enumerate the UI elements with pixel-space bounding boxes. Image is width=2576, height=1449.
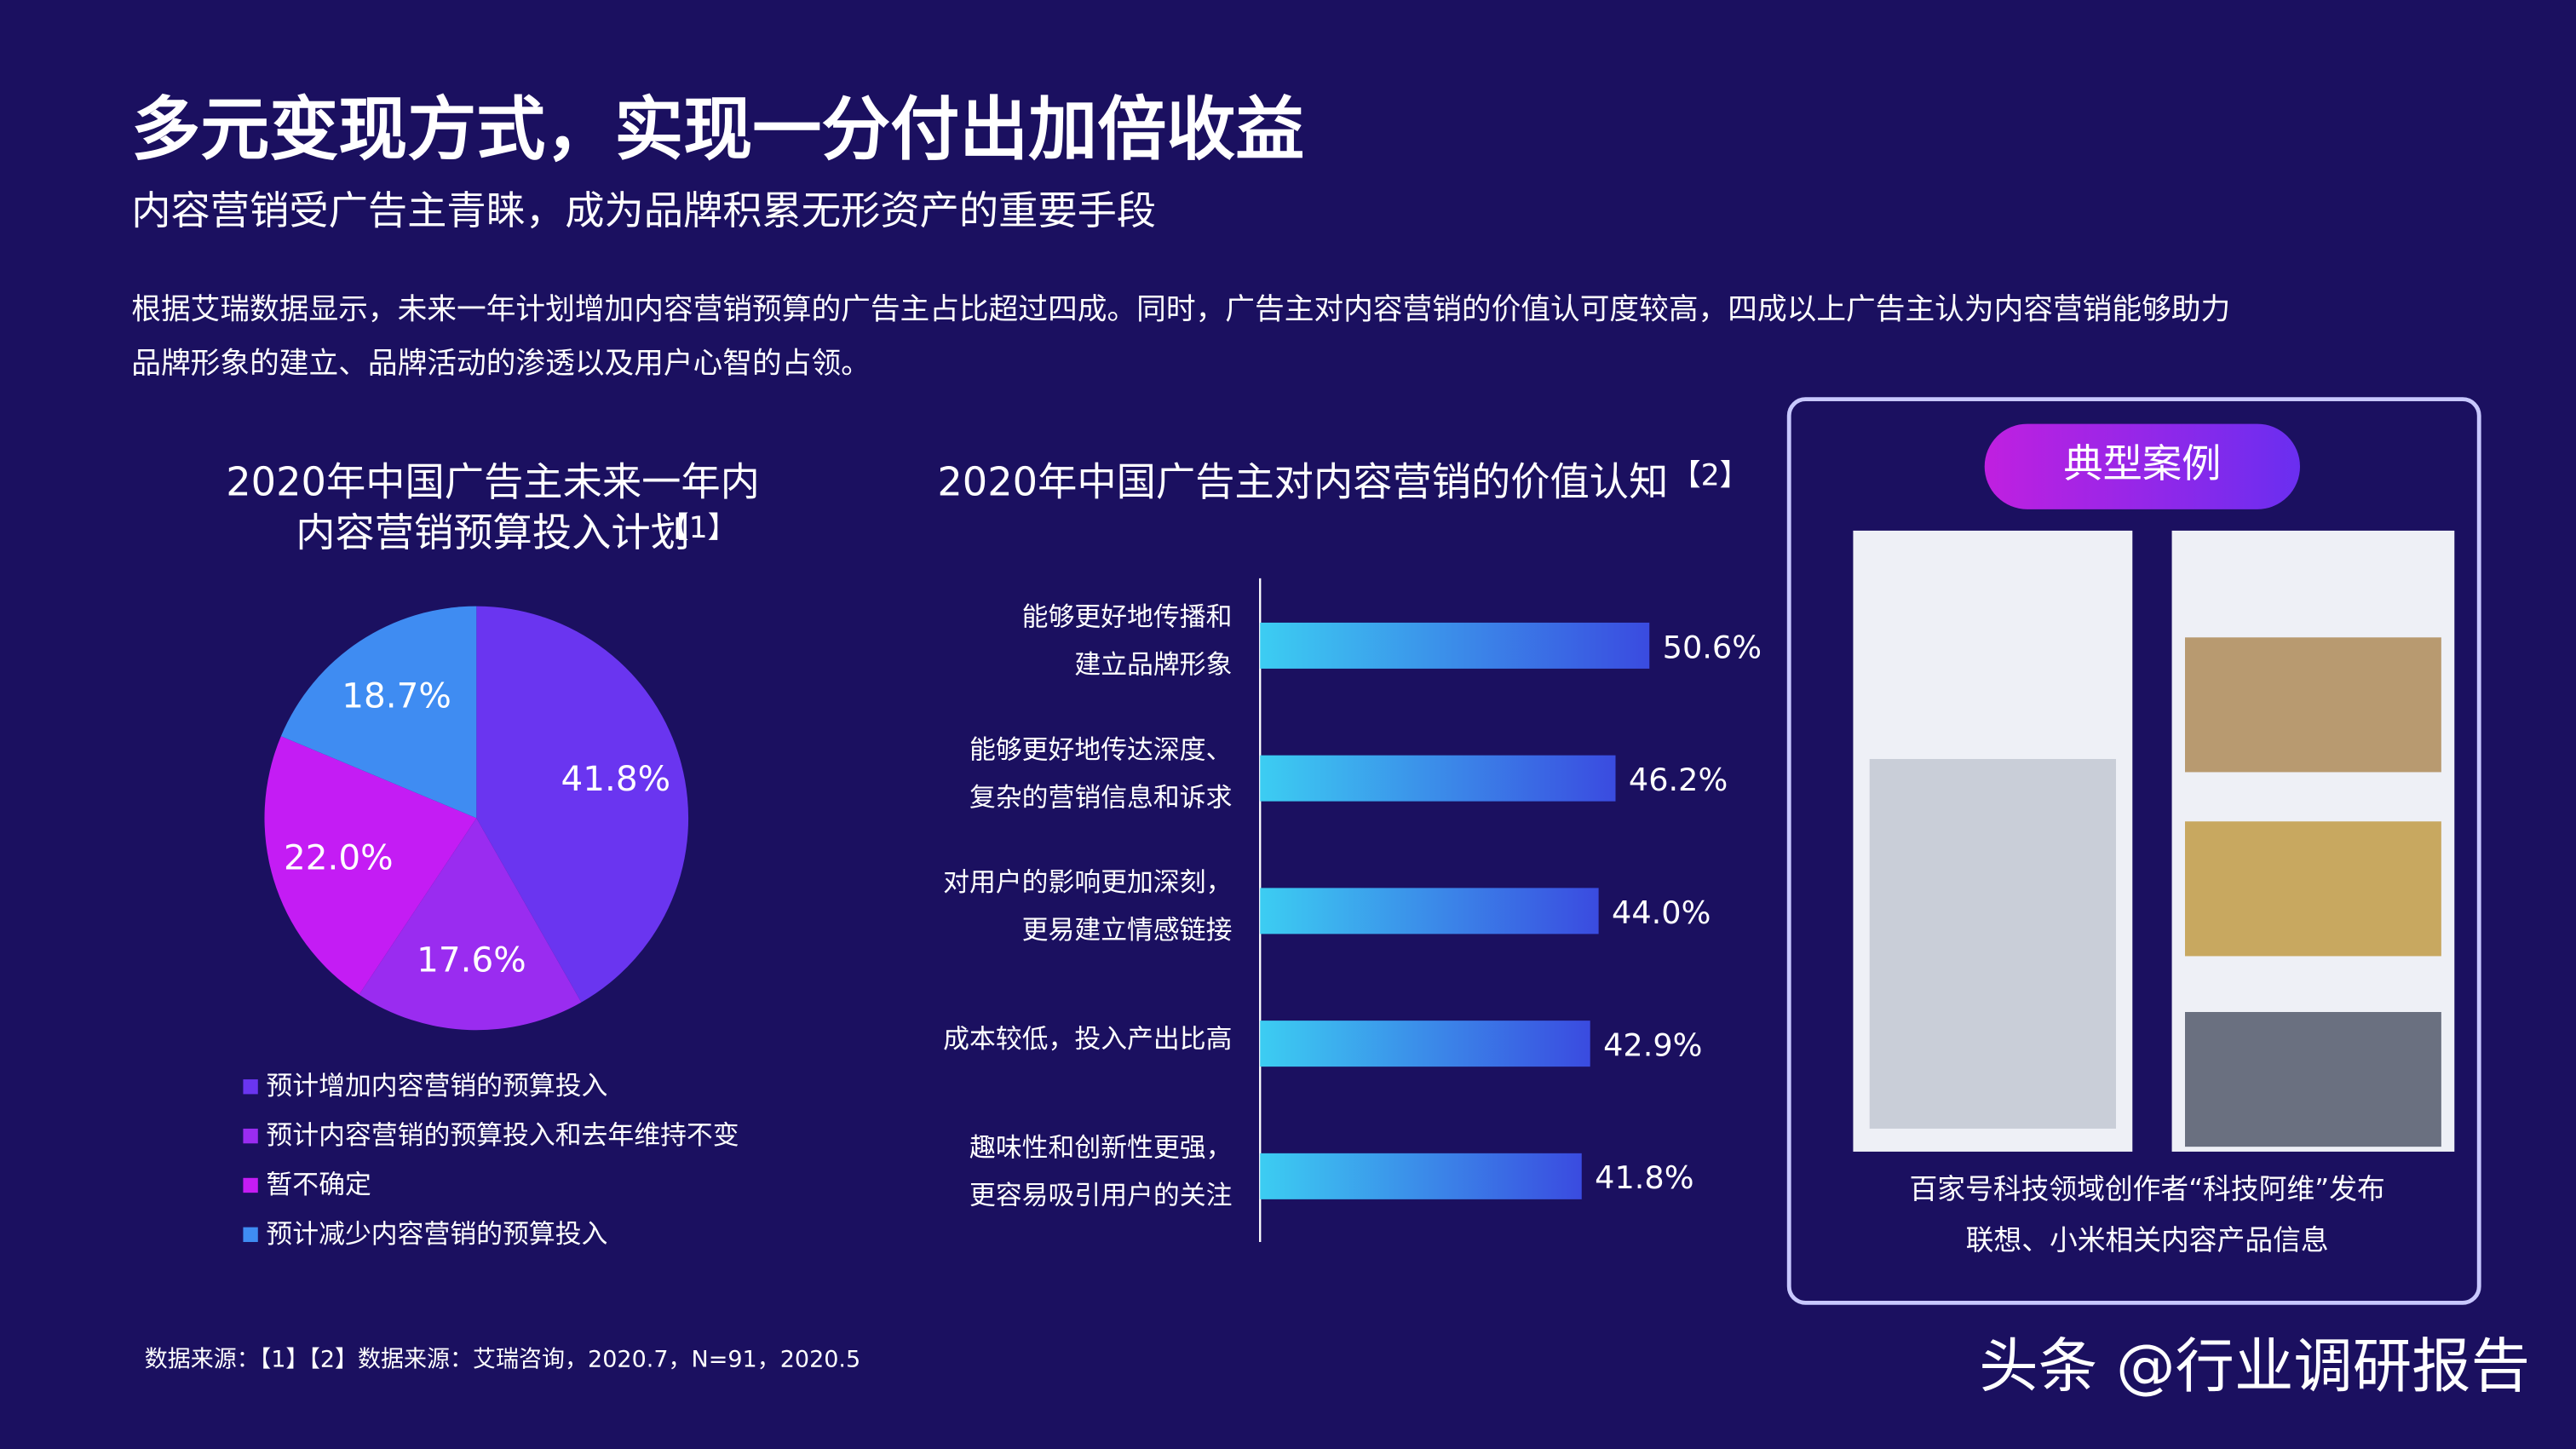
chart-title-note: 【2】	[1671, 458, 1750, 492]
subtitle: 内容营销受广告主青睐，成为品牌积累无形资产的重要手段	[131, 187, 1156, 233]
case-caption: 联想、小米相关内容产品信息	[1966, 1224, 2329, 1256]
category-label: 成本较低，投入产出比高	[943, 1024, 1232, 1055]
category-label: 能够更好地传达深度、	[969, 734, 1232, 765]
legend-swatch	[243, 1177, 258, 1193]
case-badge-label: 典型案例	[2063, 440, 2221, 486]
case-panel	[1786, 397, 2481, 1305]
case-caption: 百家号科技领域创作者“科技阿维”发布	[1910, 1173, 2385, 1205]
data-label: 44.0%	[1612, 894, 1711, 931]
category-label: 能够更好地传播和	[1022, 602, 1233, 633]
category-label: 对用户的影响更加深刻，	[943, 867, 1232, 898]
data-label: 18.7%	[342, 676, 451, 716]
chart-title: 内容营销预算投入计划	[296, 509, 690, 555]
legend-label: 预计内容营销的预算投入和去年维持不变	[266, 1120, 739, 1151]
video-thumbnail	[2185, 821, 2441, 957]
chart-title: 2020年中国广告主未来一年内	[226, 458, 760, 504]
legend-label: 预计减少内容营销的预算投入	[266, 1219, 607, 1250]
phone-image	[1869, 759, 2116, 1129]
pie-slice	[280, 606, 477, 819]
watermark: 头条 @行业调研报告	[1979, 1332, 2530, 1400]
body-text: 品牌形象的建立、品牌活动的渗透以及用户心智的占领。	[131, 347, 871, 381]
data-label: 46.2%	[1629, 762, 1728, 798]
video-thumbnail	[2185, 1012, 2441, 1147]
data-label: 41.8%	[1595, 1159, 1693, 1196]
chart-title-note: 【1】	[659, 511, 738, 545]
category-label: 建立品牌形象	[1074, 650, 1232, 681]
body-text: 根据艾瑞数据显示，未来一年计划增加内容营销预算的广告主占比超过四成。同时，广告主…	[131, 293, 2230, 327]
data-label: 22.0%	[284, 837, 394, 877]
bar	[1260, 755, 1616, 802]
bar	[1260, 1153, 1582, 1199]
bar	[1260, 888, 1599, 934]
title: 多元变现方式，实现一分付出加倍收益	[131, 90, 1304, 170]
legend-swatch	[243, 1079, 258, 1095]
legend-swatch	[243, 1227, 258, 1242]
category-label: 更容易吸引用户的关注	[969, 1180, 1232, 1210]
category-label: 趣味性和创新性更强，	[969, 1133, 1232, 1164]
pie-slice	[359, 818, 582, 1031]
data-label: 41.8%	[561, 758, 670, 799]
category-label: 复杂的营销信息和诉求	[969, 782, 1232, 813]
pie-slice	[476, 606, 689, 1003]
legend-swatch	[243, 1128, 258, 1144]
source-note: 数据来源：【1】【2】数据来源：艾瑞咨询，2020.7，N=91，2020.5	[145, 1346, 860, 1372]
data-label: 42.9%	[1603, 1026, 1702, 1063]
chart-title: 2020年中国广告主对内容营销的价值认知	[937, 458, 1668, 504]
legend-label: 暂不确定	[266, 1170, 371, 1200]
data-label: 50.6%	[1663, 629, 1762, 665]
legend-label: 预计增加内容营销的预算投入	[266, 1071, 607, 1101]
category-label: 更易建立情感链接	[1022, 915, 1233, 946]
case-badge	[1984, 423, 2300, 509]
data-label: 17.6%	[417, 940, 526, 980]
bar	[1260, 1021, 1590, 1067]
video-thumbnail	[2185, 637, 2441, 773]
bar	[1260, 622, 1650, 669]
pie-slice	[264, 736, 477, 995]
